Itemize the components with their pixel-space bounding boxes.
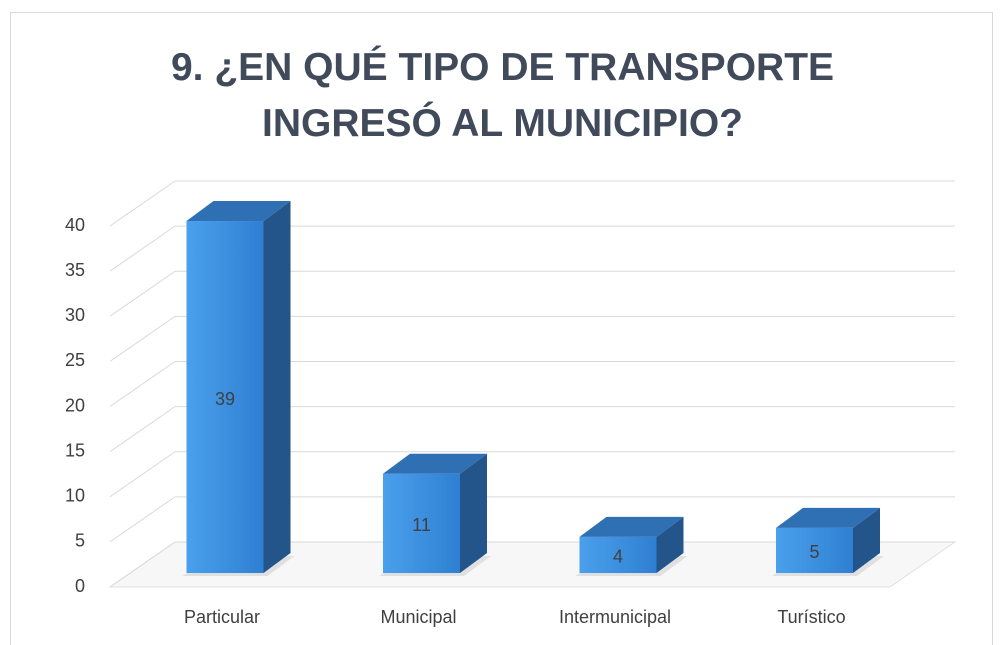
bar (186, 221, 264, 573)
grid-line (109, 270, 176, 317)
y-tick-label: 30 (65, 305, 85, 325)
bar (383, 473, 460, 573)
y-tick-label: 40 (65, 215, 85, 235)
bar-side (656, 516, 684, 573)
data-label: 11 (412, 515, 431, 535)
grid-line (109, 451, 176, 498)
data-label: 4 (613, 547, 623, 567)
y-tick-label: 15 (65, 440, 85, 460)
bar (776, 527, 853, 573)
data-label: 5 (809, 542, 819, 562)
bar-side (853, 507, 880, 573)
x-tick-label: Intermunicipal (559, 607, 671, 627)
grid-line (109, 361, 176, 407)
grid-line (109, 180, 176, 227)
y-tick-label: 35 (65, 260, 85, 280)
grid-line (109, 496, 176, 543)
grid-line (109, 225, 176, 272)
data-label: 39 (215, 389, 235, 409)
x-tick-label: Particular (184, 607, 260, 627)
bar-top (579, 516, 684, 537)
bar-top (776, 507, 880, 528)
chart-frame (10, 12, 993, 645)
grid-line (109, 406, 176, 453)
x-tick-label: Municipal (380, 607, 456, 627)
chart-title: 9. ¿EN QUÉ TIPO DE TRANSPORTE INGRESÓ AL… (170, 46, 835, 145)
y-tick-label: 5 (75, 531, 85, 551)
grid-line (109, 315, 176, 362)
y-tick-label: 20 (65, 395, 85, 415)
bar-top (186, 201, 291, 222)
grid-line (109, 541, 176, 588)
bar-side (460, 453, 487, 573)
bar-side (263, 201, 291, 573)
y-tick-label: 0 (75, 576, 85, 596)
y-tick-label: 10 (65, 486, 85, 506)
x-tick-label: Turístico (777, 607, 845, 627)
bar-top (383, 453, 487, 474)
y-tick-label: 25 (65, 350, 85, 370)
bar (579, 536, 657, 573)
